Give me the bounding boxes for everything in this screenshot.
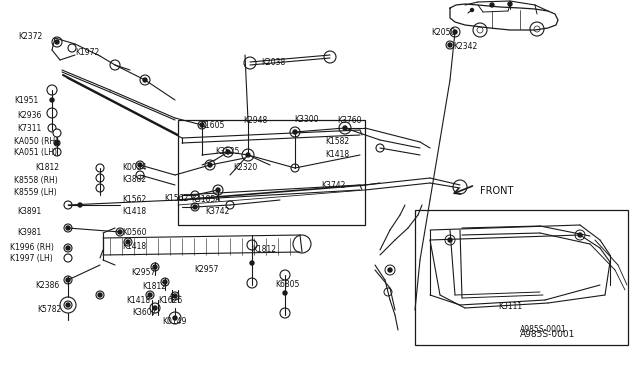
Circle shape — [163, 280, 167, 284]
Circle shape — [246, 153, 250, 157]
Bar — [415, 210, 628, 345]
Text: A985S-0001: A985S-0001 — [520, 325, 566, 334]
Text: K3891: K3891 — [17, 207, 41, 216]
Circle shape — [153, 306, 157, 310]
Circle shape — [66, 278, 70, 282]
Text: K1972: K1972 — [75, 48, 99, 57]
Text: K1812: K1812 — [35, 163, 59, 172]
Circle shape — [470, 9, 474, 12]
Circle shape — [173, 316, 177, 320]
Text: K3185A: K3185A — [191, 195, 221, 204]
Circle shape — [578, 233, 582, 237]
Circle shape — [78, 203, 82, 207]
Text: K2372: K2372 — [18, 32, 42, 41]
Text: K1812: K1812 — [142, 282, 166, 291]
Text: K1418: K1418 — [126, 296, 150, 305]
Text: K1418: K1418 — [122, 242, 146, 251]
Text: K0034: K0034 — [122, 163, 147, 172]
Circle shape — [216, 188, 220, 192]
Circle shape — [490, 3, 494, 7]
Text: K8558 (RH): K8558 (RH) — [14, 176, 58, 185]
Text: K3525: K3525 — [215, 147, 239, 156]
Text: K3742: K3742 — [321, 181, 346, 190]
Circle shape — [208, 163, 212, 167]
Circle shape — [283, 291, 287, 295]
Text: K1812: K1812 — [252, 245, 276, 254]
Circle shape — [53, 129, 61, 137]
Text: K2320: K2320 — [233, 163, 257, 172]
Text: K1562: K1562 — [122, 195, 147, 204]
Text: K0149: K0149 — [162, 317, 186, 326]
Text: K2948: K2948 — [243, 116, 268, 125]
Circle shape — [143, 78, 147, 82]
Circle shape — [448, 238, 452, 242]
Circle shape — [138, 163, 142, 167]
Text: K7311: K7311 — [17, 124, 41, 133]
Text: K6805: K6805 — [275, 280, 300, 289]
Text: K1605: K1605 — [200, 121, 225, 130]
Text: K1997 (LH): K1997 (LH) — [10, 254, 52, 263]
Circle shape — [388, 268, 392, 272]
Text: A985S-0001: A985S-0001 — [520, 330, 575, 339]
Circle shape — [173, 294, 177, 298]
Text: K5782: K5782 — [37, 305, 61, 314]
Text: K2936: K2936 — [17, 111, 42, 120]
Text: K2050: K2050 — [431, 28, 456, 37]
Circle shape — [153, 265, 157, 269]
Text: K3111: K3111 — [498, 302, 522, 311]
Circle shape — [508, 2, 512, 6]
Bar — [178, 120, 365, 225]
Text: KA051 (LH): KA051 (LH) — [14, 148, 57, 157]
Circle shape — [66, 226, 70, 230]
Text: K3742: K3742 — [205, 207, 229, 216]
Text: K3981: K3981 — [17, 228, 41, 237]
Text: K3607: K3607 — [132, 308, 157, 317]
Circle shape — [66, 303, 70, 307]
Text: FRONT: FRONT — [480, 186, 513, 196]
Circle shape — [448, 43, 452, 47]
Circle shape — [98, 293, 102, 297]
Circle shape — [200, 123, 204, 127]
Circle shape — [55, 141, 59, 145]
Text: K1582: K1582 — [325, 137, 349, 146]
Circle shape — [250, 261, 254, 265]
Circle shape — [50, 98, 54, 102]
Text: K3300: K3300 — [294, 115, 319, 124]
Circle shape — [193, 205, 197, 209]
Text: K2386: K2386 — [35, 281, 60, 290]
Text: K3882: K3882 — [122, 175, 146, 184]
Text: K3760: K3760 — [337, 116, 362, 125]
Text: K2038: K2038 — [261, 58, 285, 67]
Text: K1951: K1951 — [14, 96, 38, 105]
Text: K1996 (RH): K1996 (RH) — [10, 243, 54, 252]
Text: K2957: K2957 — [194, 265, 218, 274]
Text: K0560: K0560 — [122, 228, 147, 237]
Circle shape — [293, 130, 297, 134]
Circle shape — [118, 230, 122, 234]
Circle shape — [226, 150, 230, 154]
Circle shape — [453, 30, 457, 34]
Circle shape — [343, 126, 347, 130]
Circle shape — [126, 240, 130, 244]
Text: K8559 (LH): K8559 (LH) — [14, 188, 57, 197]
Circle shape — [148, 293, 152, 297]
Circle shape — [55, 40, 59, 44]
Text: K1418: K1418 — [122, 207, 146, 216]
Text: K2957: K2957 — [131, 268, 156, 277]
Text: K1626: K1626 — [158, 296, 182, 305]
Text: K1562: K1562 — [164, 194, 188, 203]
Text: K1418: K1418 — [325, 150, 349, 159]
Text: KA050 (RH): KA050 (RH) — [14, 137, 58, 146]
Circle shape — [66, 246, 70, 250]
Text: K2342: K2342 — [453, 42, 477, 51]
